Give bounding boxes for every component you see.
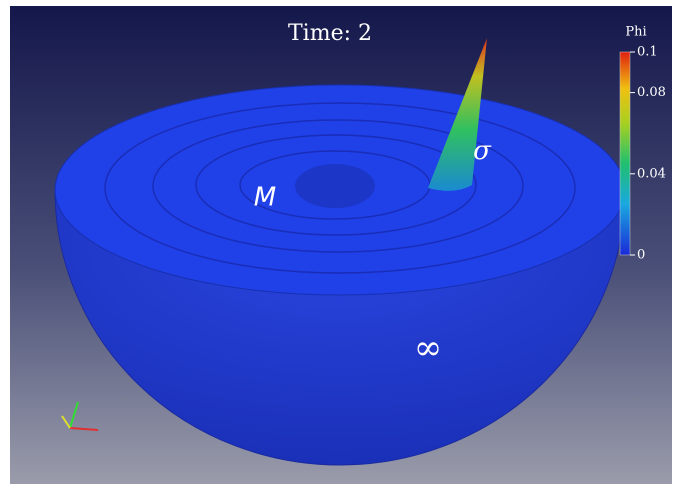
colorbar bbox=[620, 52, 630, 255]
central-mass bbox=[295, 164, 375, 208]
colorbar-tick-label: 0.1 bbox=[637, 45, 658, 60]
render-view: Time: 2 M σ ∞ Phi 0.1 0.08 0.04 0 bbox=[0, 0, 680, 490]
colorbar-tick-label: 0 bbox=[637, 248, 645, 263]
colorbar-tick-label: 0.04 bbox=[637, 166, 666, 181]
manifold-label: M bbox=[254, 183, 276, 213]
page: Time: 2 M σ ∞ Phi 0.10.080.040 (() => { … bbox=[0, 0, 680, 490]
title: Time: 2 bbox=[288, 21, 372, 46]
colorbar-title: Phi bbox=[625, 25, 646, 40]
colorbar-tick-label: 0.08 bbox=[637, 85, 666, 100]
source-label: σ bbox=[473, 136, 492, 166]
boundary-label: ∞ bbox=[414, 328, 442, 368]
